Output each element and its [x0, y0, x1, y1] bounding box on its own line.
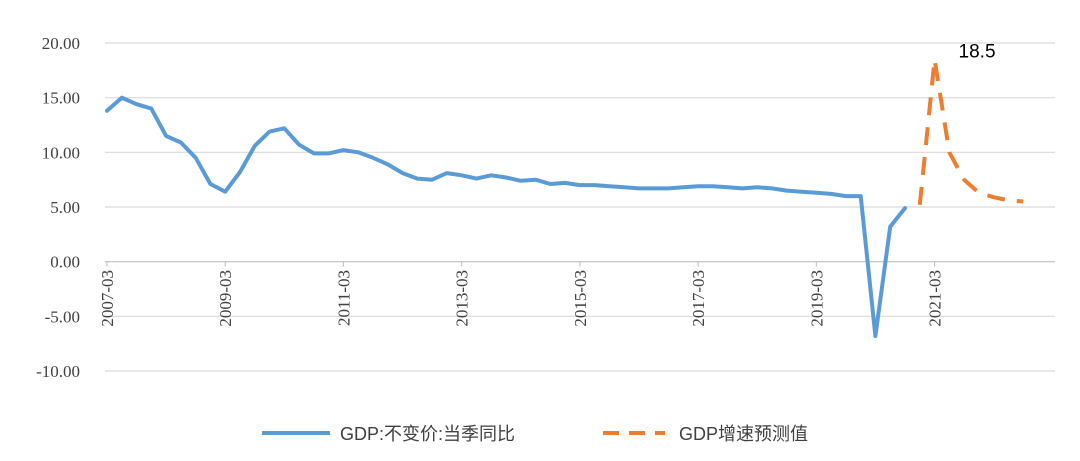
- annotations: 18.5: [959, 41, 996, 62]
- x-tick-label: 2007-03: [98, 270, 117, 327]
- peak-value-annotation: 18.5: [959, 41, 996, 62]
- x-tick-label: 2019-03: [807, 270, 826, 327]
- y-axis-tick-labels: 20.00 15.00 10.00 5.00 0.00 -5.00 -10.00: [36, 34, 80, 381]
- x-axis-tick-labels: 2007-03 2009-03 2011-03 2013-03 2015-03 2017-…: [98, 261, 945, 327]
- y-tick-label: 15.00: [42, 89, 80, 108]
- legend-item: GDP增速预测值: [603, 424, 808, 444]
- legend-label: GDP增速预测值: [679, 424, 808, 444]
- legend-label: GDP:不变价:当季同比: [340, 424, 515, 444]
- y-tick-label: 20.00: [42, 34, 80, 53]
- series-line-gdp-actual: [105, 95, 907, 338]
- y-tick-label: 0.00: [50, 253, 80, 272]
- x-tick-label: 2021-03: [926, 270, 945, 327]
- legend: GDP:不变价:当季同比 GDP增速预测值: [262, 424, 808, 444]
- y-tick-label: 5.00: [50, 198, 80, 217]
- x-tick-label: 2013-03: [453, 270, 472, 327]
- y-tick-label: -10.00: [36, 362, 80, 381]
- y-tick-label: 10.00: [42, 143, 80, 162]
- series-lines: [105, 57, 1024, 338]
- y-tick-label: -5.00: [45, 307, 80, 326]
- x-tick-label: 2009-03: [216, 270, 235, 327]
- legend-item: GDP:不变价:当季同比: [262, 424, 515, 444]
- x-tick-label: 2011-03: [334, 270, 353, 326]
- x-tick-label: 2015-03: [571, 270, 590, 327]
- x-tick-label: 2017-03: [689, 270, 708, 327]
- series-line-gdp-forecast: [917, 57, 1024, 206]
